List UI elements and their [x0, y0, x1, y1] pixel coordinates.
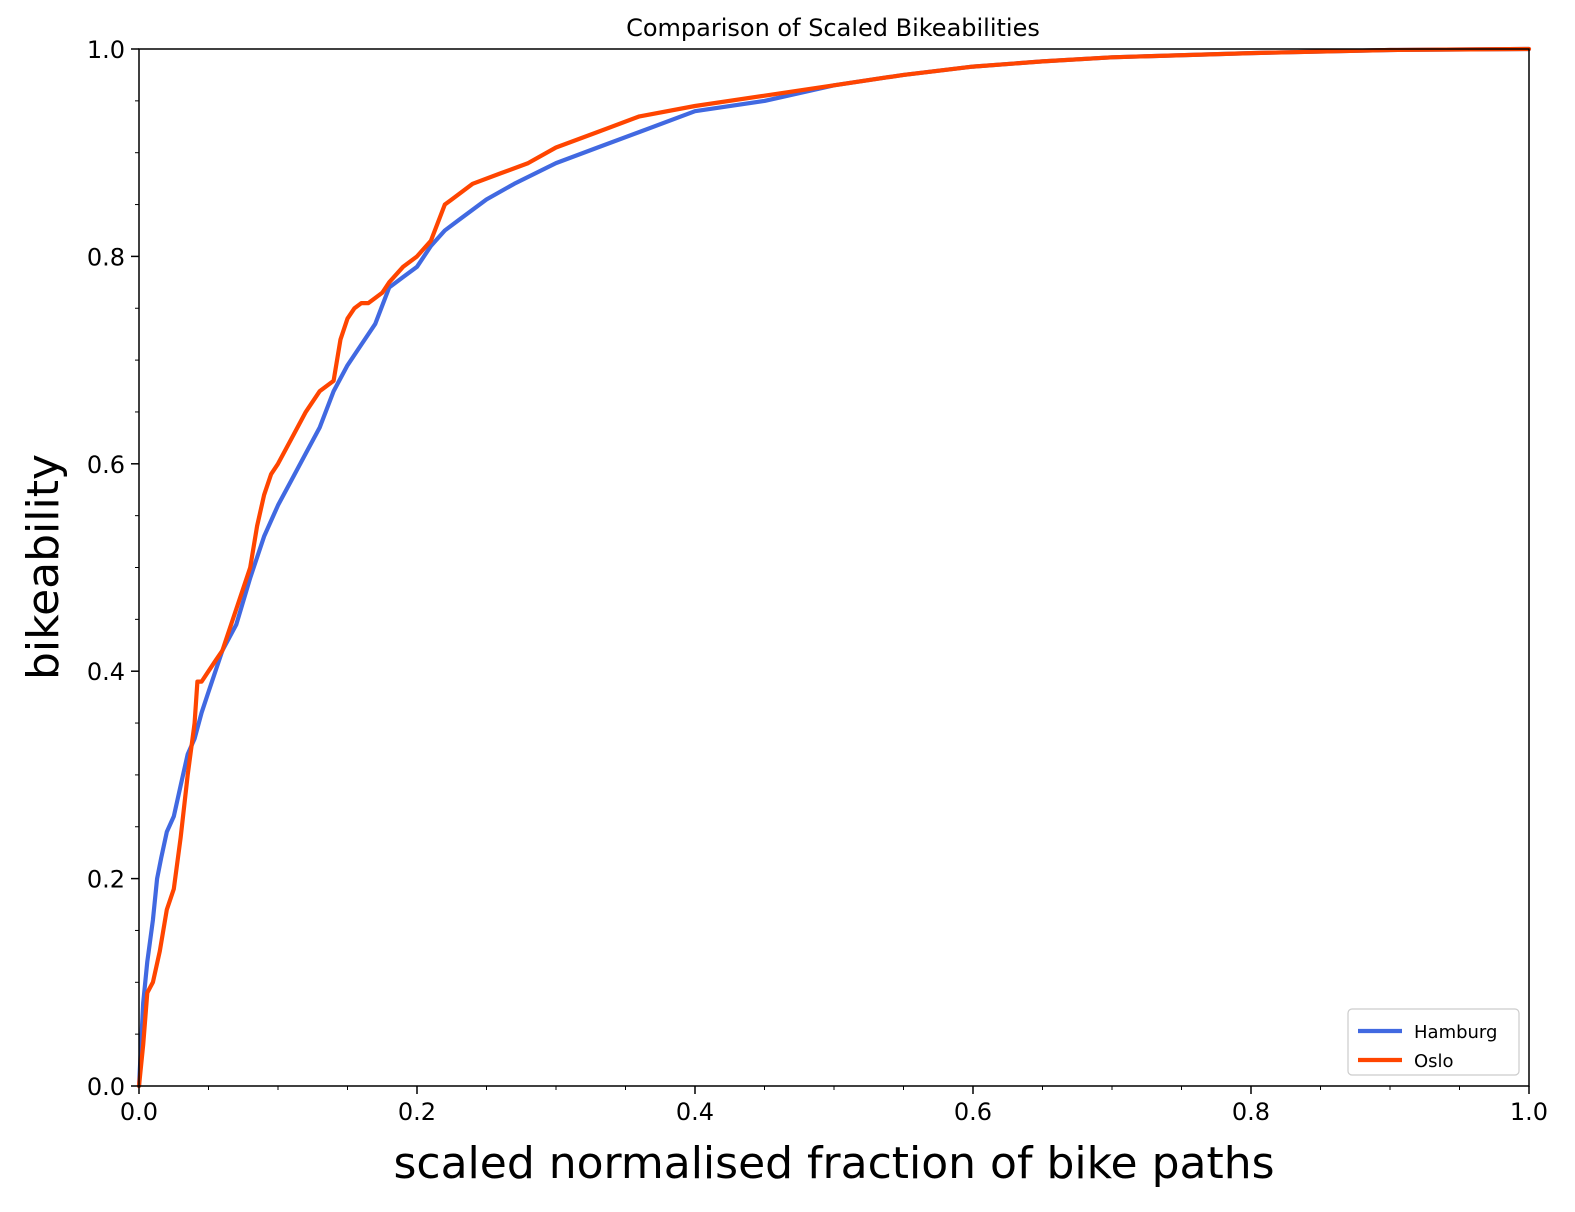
y-tick-label: 1.0	[87, 36, 125, 64]
series-line-hamburg	[136, 46, 1532, 1089]
y-tick-label: 0.6	[87, 451, 125, 479]
legend-label-hamburg: Hamburg	[1414, 1022, 1497, 1043]
x-tick-label: 1.0	[1510, 1098, 1548, 1126]
x-tick-label: 0.2	[398, 1098, 436, 1126]
x-tick-label: 0.8	[1232, 1098, 1270, 1126]
y-tick-label: 0.8	[87, 243, 125, 271]
x-tick-label: 0.0	[120, 1098, 158, 1126]
plot-frame	[138, 48, 1530, 1087]
y-tick-label: 0.4	[87, 658, 125, 686]
legend: Hamburg Oslo	[1347, 1008, 1520, 1076]
legend-label-oslo: Oslo	[1414, 1051, 1454, 1072]
y-tick-label: 0.0	[87, 1073, 125, 1101]
x-axis: 0.0 0.2 0.4 0.6 0.8 1.0	[120, 1086, 1548, 1126]
chart-title: Comparison of Scaled Bikeabilities	[626, 14, 1040, 42]
series-line-oslo	[136, 46, 1532, 1089]
y-axis: 0.0 0.2 0.4 0.6 0.8 1.0	[87, 36, 139, 1101]
x-tick-label: 0.6	[954, 1098, 992, 1126]
x-tick-label: 0.4	[676, 1098, 714, 1126]
y-tick-label: 0.2	[87, 866, 125, 894]
x-axis-label: scaled normalised fraction of bike paths	[393, 1138, 1274, 1189]
series-layer	[136, 46, 1532, 1089]
y-axis-label: bikeability	[18, 454, 69, 680]
